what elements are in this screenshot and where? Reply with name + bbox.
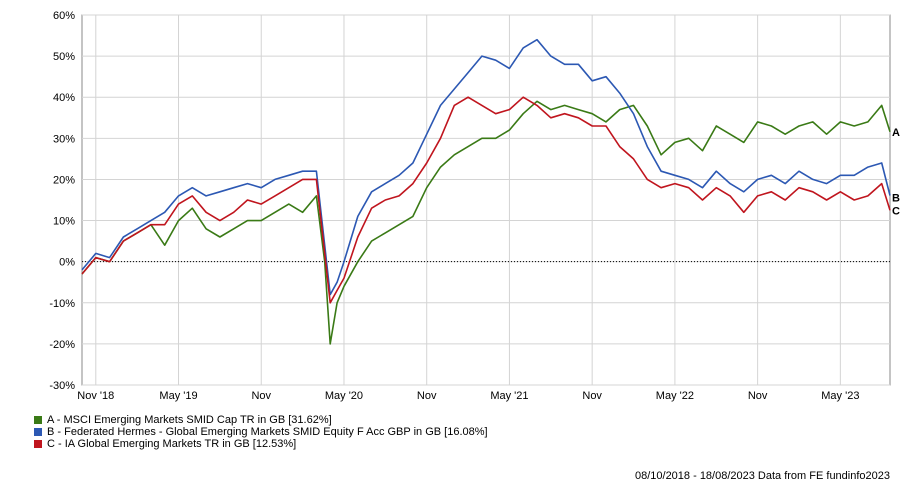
x-tick-label: Nov '18 bbox=[77, 390, 114, 402]
y-tick-label: -20% bbox=[49, 339, 75, 351]
legend-label-b: B - Federated Hermes - Global Emerging M… bbox=[47, 426, 488, 438]
y-tick-label: -10% bbox=[49, 298, 75, 310]
y-tick-label: 40% bbox=[53, 92, 75, 104]
x-tick-label: Nov bbox=[417, 390, 437, 402]
x-tick-label: May '20 bbox=[325, 390, 363, 402]
y-tick-label: -30% bbox=[49, 380, 75, 392]
y-tick-label: 50% bbox=[53, 51, 75, 63]
series-line-a bbox=[81, 100, 891, 345]
x-axis-ticks: Nov '18 May '19 Nov May '20 Nov May '21 Nov May… bbox=[77, 390, 859, 402]
x-tick-label: Nov bbox=[748, 390, 768, 402]
series-end-labels: A BC bbox=[892, 127, 900, 218]
y-tick-label: 60% bbox=[53, 10, 75, 22]
y-axis-ticks: 60% 50% 40% 30% 20% 10% 0% -10% -20% -30% bbox=[49, 10, 75, 392]
legend-item-c: C - IA Global Emerging Markets TR in GB … bbox=[34, 438, 488, 450]
legend: A - MSCI Emerging Markets SMID Cap TR in… bbox=[34, 414, 488, 450]
series-end-label-b: B bbox=[892, 192, 900, 204]
footer-source: 08/10/2018 - 18/08/2023 Data from FE fun… bbox=[634, 470, 890, 482]
grid-lines bbox=[82, 14, 890, 386]
y-tick-label: 10% bbox=[53, 216, 75, 228]
x-tick-label: Nov bbox=[582, 390, 602, 402]
legend-item-a: A - MSCI Emerging Markets SMID Cap TR in… bbox=[34, 414, 488, 426]
series-end-label-a: A bbox=[892, 127, 900, 139]
y-tick-label: 20% bbox=[53, 174, 75, 186]
legend-swatch-b bbox=[34, 428, 42, 436]
plot-area bbox=[81, 14, 891, 386]
legend-swatch-a bbox=[34, 416, 42, 424]
x-tick-label: Nov bbox=[251, 390, 271, 402]
series-line-c bbox=[81, 96, 891, 304]
series-end-label-c: C bbox=[892, 205, 900, 217]
y-tick-label: 30% bbox=[53, 133, 75, 145]
x-tick-label: May '21 bbox=[490, 390, 528, 402]
legend-label-c: C - IA Global Emerging Markets TR in GB … bbox=[47, 438, 297, 450]
x-tick-label: May '19 bbox=[159, 390, 197, 402]
x-tick-label: May '23 bbox=[821, 390, 859, 402]
legend-label-a: A - MSCI Emerging Markets SMID Cap TR in… bbox=[47, 414, 332, 426]
y-tick-label: 0% bbox=[59, 257, 75, 269]
x-tick-label: May '22 bbox=[656, 390, 694, 402]
series-line-b bbox=[81, 38, 891, 296]
series-group bbox=[81, 38, 891, 345]
legend-swatch-c bbox=[34, 440, 42, 448]
line-chart: 60% 50% 40% 30% 20% 10% 0% -10% -20% -30% Nov '18… bbox=[49, 10, 900, 402]
legend-item-b: B - Federated Hermes - Global Emerging M… bbox=[34, 426, 488, 438]
